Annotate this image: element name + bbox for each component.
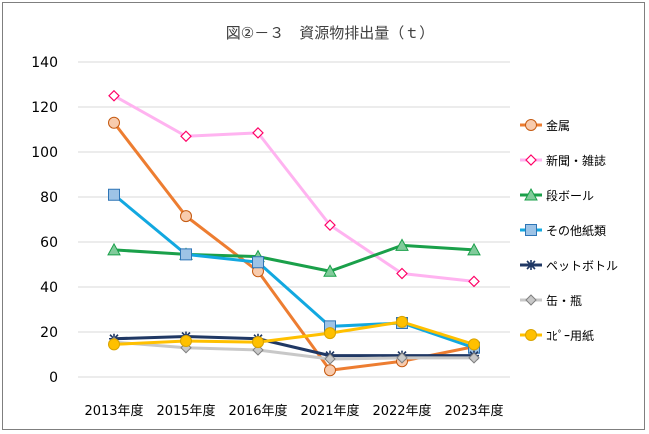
legend-item: 段ボール [520,187,594,203]
x-tick-label: 2022年度 [372,403,431,419]
legend-item: ｺﾋﾟｰ用紙 [520,328,594,343]
data-point [324,353,336,365]
legend-marker [525,119,537,131]
chart-title: 図②－３ 資源物排出量（ｔ） [226,24,434,42]
data-point [180,248,192,261]
series-line [113,335,474,358]
legend-marker [524,187,538,201]
legend-item: 金属 [520,118,570,133]
series-2 [107,238,481,277]
y-tick-label: 100 [31,145,58,161]
x-tick-label: 2015年度 [156,403,215,419]
data-point [396,352,408,364]
data-point [468,275,480,288]
legend-marker [525,329,537,341]
legend-marker [525,154,537,166]
legend-item: 缶・瓶 [520,294,582,308]
data-point [180,210,192,223]
y-tick-label: 140 [31,55,58,71]
data-point [396,315,408,328]
x-tick-label: 2016年度 [228,403,287,419]
data-point [108,89,120,102]
series-line [113,94,475,283]
legend-label: 段ボール [546,188,594,203]
data-point [324,327,336,340]
series-line [113,193,475,350]
data-point [324,219,336,231]
series-line [113,340,474,361]
x-tick-label: 2021年度 [300,403,359,419]
y-tick-label: 80 [40,190,58,206]
y-tick-label: 0 [49,370,58,386]
legend-marker [525,294,537,306]
legend-marker [525,224,537,236]
y-tick-label: 40 [40,280,58,296]
legend-label: ｺﾋﾟｰ用紙 [546,328,594,343]
legend-item: 新聞・雑誌 [520,153,606,168]
legend-marker [526,260,536,270]
data-point [396,267,408,280]
legend-item: その他紙類 [520,223,606,238]
x-tick-label: 2013年度 [84,403,143,419]
y-tick-label: 60 [40,235,58,251]
series-line [113,320,475,346]
data-point [467,242,481,256]
data-point [108,188,120,201]
legend-label: 缶・瓶 [546,294,582,308]
data-point [252,256,264,269]
data-point [108,116,120,129]
legend-label: 新聞・雑誌 [546,153,606,168]
data-point [468,352,480,364]
x-tick-label: 2023年度 [444,403,503,419]
data-point [252,127,264,139]
legend-label: その他紙類 [546,223,606,238]
data-point [395,238,409,251]
data-point [180,130,192,143]
y-tick-label: 20 [40,325,58,341]
legend-label: 金属 [546,118,570,133]
data-point [468,338,480,351]
data-point [324,364,336,377]
data-point [180,335,192,347]
series-6 [108,315,480,351]
data-point [323,264,337,277]
data-point [108,338,120,351]
data-point [107,242,121,256]
data-point [252,336,264,349]
y-tick-label: 120 [31,100,58,116]
series-line [113,243,475,273]
series-1 [108,89,480,288]
legend-label: ペットボトル [546,259,618,273]
legend-item: ペットボトル [520,259,618,273]
